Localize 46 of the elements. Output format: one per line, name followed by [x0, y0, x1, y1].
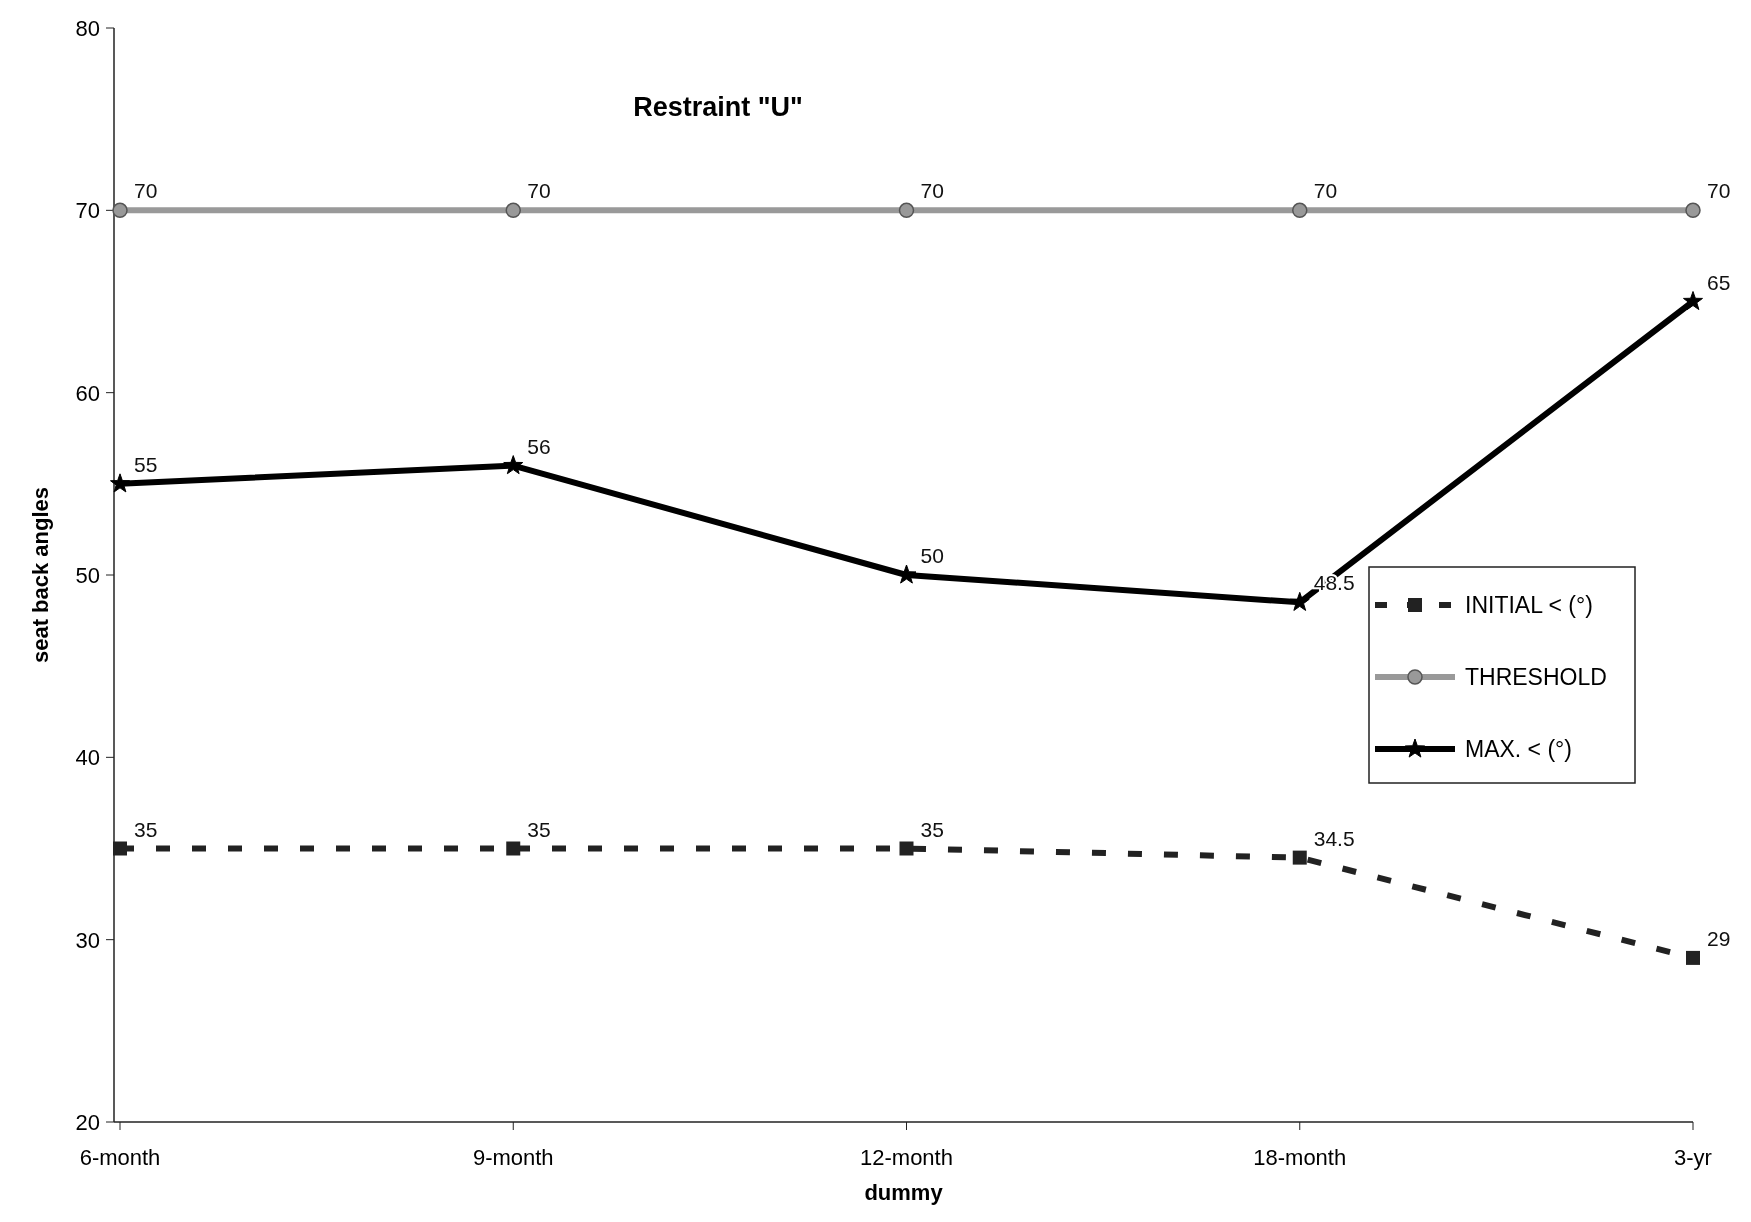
data-label: 70 [527, 179, 551, 203]
y-tick-label: 70 [75, 198, 100, 224]
point [898, 202, 915, 219]
data-label: 56 [527, 434, 551, 458]
point [899, 841, 914, 856]
x-tick-label: 18-month [1253, 1145, 1347, 1170]
data-label: 70 [920, 179, 944, 203]
legend-label: THRESHOLD [1465, 664, 1607, 690]
y-axis-title: seat back angles [28, 486, 53, 664]
legend-label: INITIAL < (°) [1465, 592, 1593, 618]
data-label: 35 [527, 817, 551, 841]
y-tick-label: 20 [75, 1110, 100, 1135]
text: Restraint "U" [633, 92, 803, 122]
data-label: 34.5 [1313, 826, 1355, 850]
data-label: 35 [134, 817, 158, 841]
data-label: 70 [134, 179, 158, 203]
y-tick-label: 40 [75, 745, 100, 771]
point [1289, 591, 1310, 611]
data-label: 35 [920, 817, 944, 841]
x-tick-label: 3-yr [1674, 1145, 1712, 1170]
data-label: 70 [1707, 179, 1731, 203]
y-tick-label: 50 [75, 563, 100, 588]
point [112, 202, 128, 219]
x-tick-label: 12-month [860, 1145, 953, 1170]
data-label: 29 [1707, 926, 1731, 950]
data-label: 70 [1313, 179, 1338, 203]
data-label: 55 [134, 452, 158, 476]
point [506, 841, 521, 856]
point [1292, 202, 1308, 219]
data-label: 50 [920, 544, 944, 567]
y-tick-label: 80 [75, 16, 100, 41]
y-tick-label: 30 [75, 927, 100, 953]
point [113, 841, 127, 856]
point [503, 455, 524, 475]
point [505, 202, 521, 219]
x-tick-label: 9-month [472, 1145, 554, 1170]
x-tick-label: 6-month [79, 1145, 161, 1170]
point [1292, 850, 1307, 865]
point [1682, 291, 1704, 311]
point [109, 473, 131, 493]
y-tick-label: 60 [75, 380, 100, 406]
data-label: 65 [1707, 270, 1731, 294]
legend-label: MAX. < (°) [1465, 736, 1572, 762]
point [1686, 950, 1700, 965]
x-axis-title: dummy [864, 1180, 944, 1205]
point [1685, 202, 1701, 219]
